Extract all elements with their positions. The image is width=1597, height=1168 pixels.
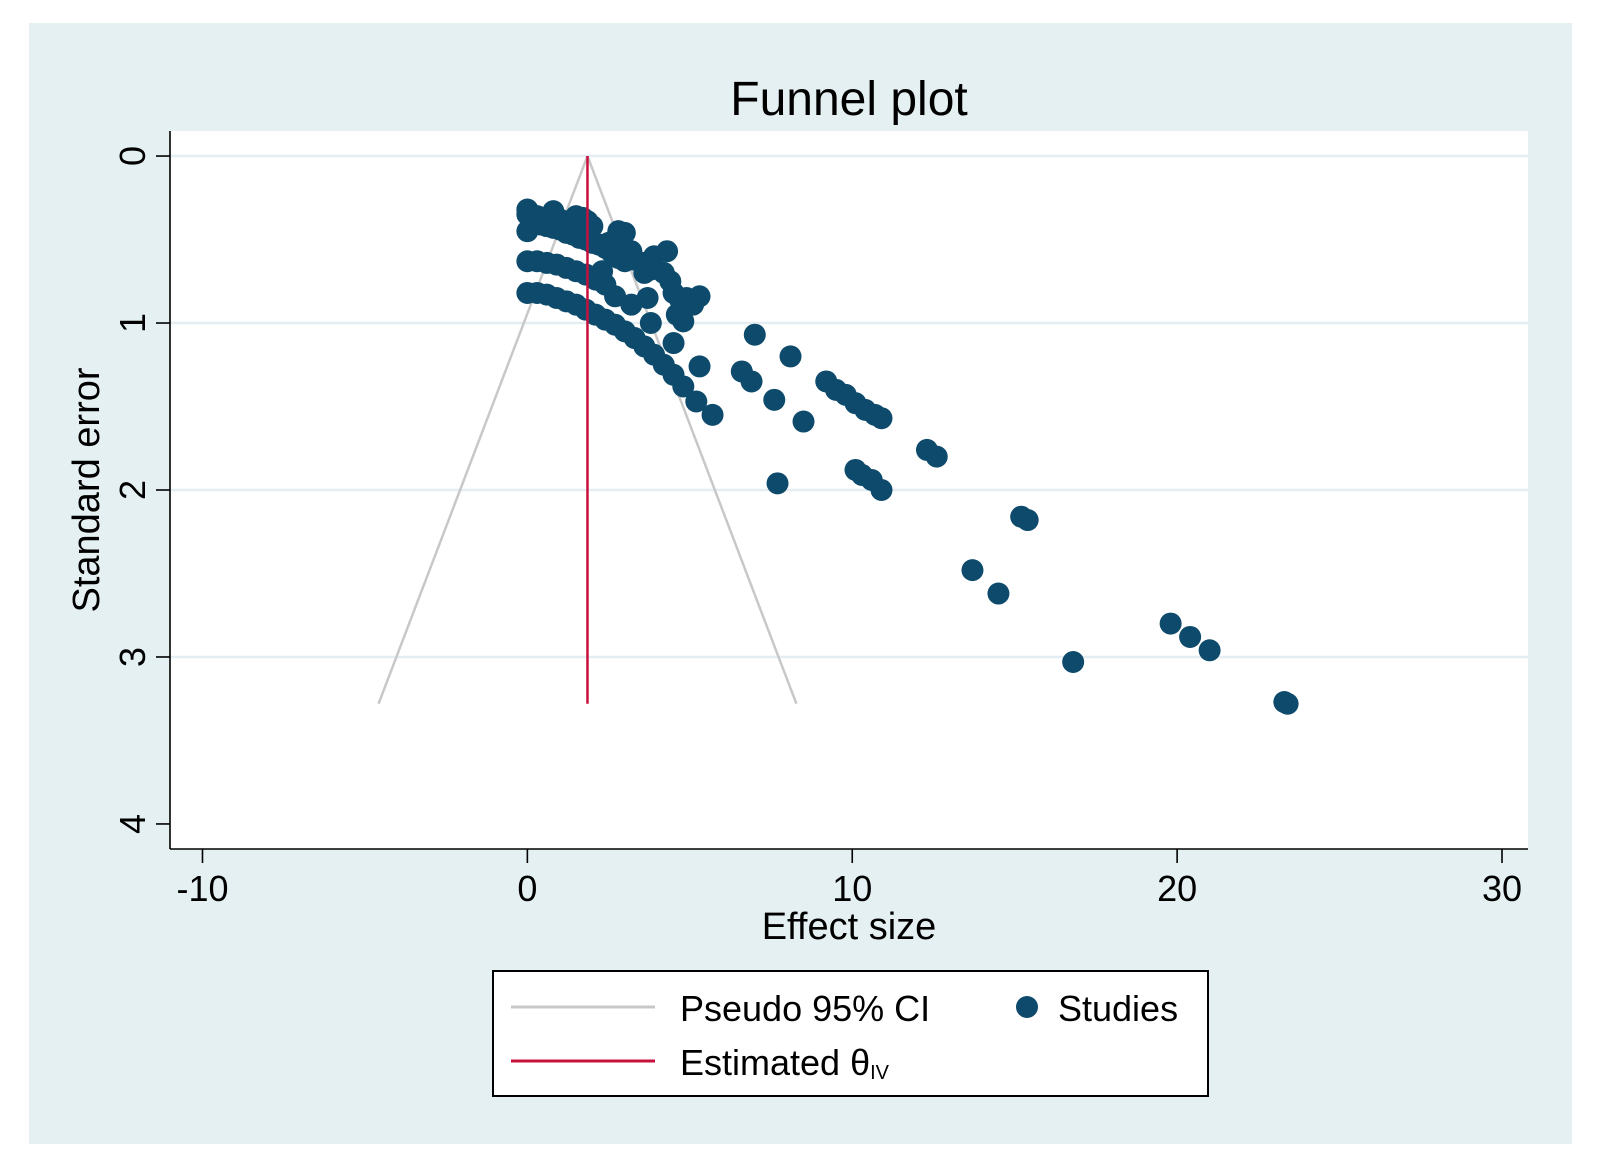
study-point	[594, 273, 617, 296]
study-point	[636, 286, 659, 309]
legend-estimate-text: Estimated θ	[680, 1042, 870, 1083]
study-point	[1179, 625, 1202, 648]
legend-studies-marker	[1016, 996, 1038, 1018]
study-point	[701, 403, 724, 426]
study-point	[792, 410, 815, 433]
study-point	[870, 479, 893, 501]
legend: Pseudo 95% CI Studies Estimated θIV	[492, 970, 1209, 1097]
y-tick-label: 3	[112, 647, 153, 667]
study-point	[639, 312, 662, 335]
x-tick-label: 0	[517, 868, 537, 909]
study-point	[656, 240, 679, 263]
study-point	[779, 345, 802, 368]
study-point	[1159, 612, 1182, 635]
study-point	[743, 323, 766, 346]
x-tick-label: 30	[1482, 868, 1522, 909]
study-point	[1016, 509, 1039, 532]
study-point	[1062, 650, 1085, 673]
study-point	[961, 559, 984, 582]
x-tick-label: -10	[176, 868, 228, 909]
x-axis-ticks: -10 0 10 20 30	[176, 849, 1522, 909]
study-point	[685, 390, 708, 413]
legend-studies-label: Studies	[1058, 988, 1178, 1029]
study-point	[1198, 639, 1221, 662]
study-point	[652, 261, 675, 284]
ci-left-line	[377, 155, 589, 705]
study-point	[763, 388, 786, 411]
x-tick-label: 20	[1157, 868, 1197, 909]
study-point	[766, 472, 789, 495]
y-tick-label: 0	[112, 146, 153, 166]
study-point	[925, 445, 948, 468]
x-axis-label: Effect size	[762, 906, 937, 948]
study-point	[688, 355, 711, 378]
study-point	[1276, 692, 1299, 715]
legend-box	[492, 970, 1209, 1097]
legend-estimate-subscript: IV	[870, 1062, 890, 1084]
y-tick-label: 1	[112, 313, 153, 333]
x-tick-label: 10	[832, 868, 872, 909]
study-point	[662, 332, 685, 355]
legend-ci-label: Pseudo 95% CI	[680, 988, 930, 1029]
y-axis-label: Standard error	[66, 367, 108, 612]
y-tick-label: 2	[112, 480, 153, 500]
study-point	[987, 582, 1010, 605]
study-point	[672, 375, 695, 398]
chart-title: Funnel plot	[730, 73, 968, 126]
study-point	[740, 370, 763, 393]
legend-estimate-label: Estimated θIV	[680, 1042, 890, 1084]
study-point	[688, 285, 711, 308]
y-axis-ticks: 0 1 2 3 4	[112, 146, 170, 834]
y-tick-label: 4	[112, 814, 153, 834]
study-points	[516, 198, 1299, 715]
study-point	[672, 310, 695, 333]
study-point	[613, 221, 636, 244]
study-point	[870, 407, 893, 430]
